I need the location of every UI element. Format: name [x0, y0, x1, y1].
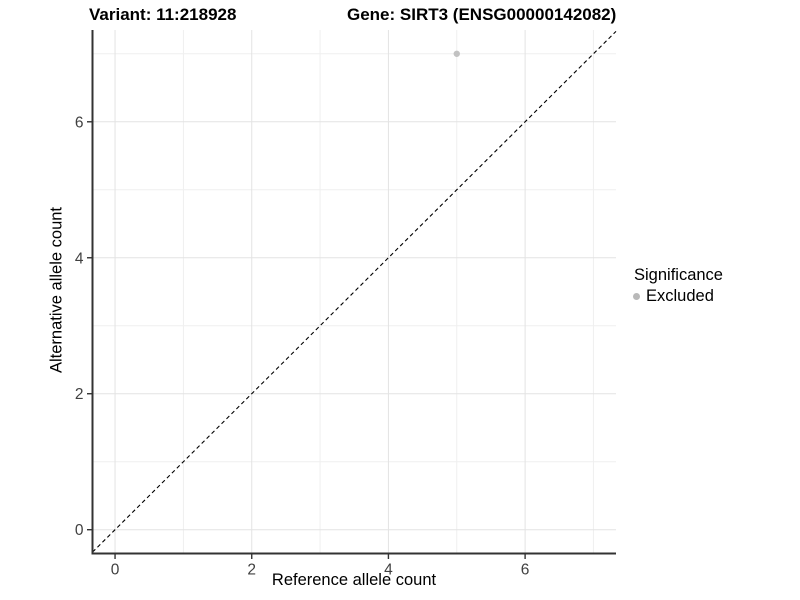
legend-point-icon [633, 293, 640, 300]
x-tick-label: 0 [111, 562, 120, 579]
y-tick-label: 0 [75, 522, 84, 539]
legend-title: Significance [634, 266, 723, 284]
legend-item-label: Excluded [646, 287, 714, 305]
y-tick-label: 2 [75, 386, 84, 403]
variant-title: Variant: 11:218928 [89, 5, 237, 24]
x-tick-label: 4 [384, 562, 393, 579]
gene-title: Gene: SIRT3 (ENSG00000142082) [347, 5, 617, 24]
x-tick-label: 2 [247, 562, 256, 579]
identity-line [92, 30, 617, 553]
x-axis-title: Reference allele count [271, 571, 437, 589]
y-tick-label: 4 [75, 250, 84, 267]
y-axis-title: Alternative allele count [47, 206, 66, 374]
legend-item-excluded: Excluded [630, 287, 723, 306]
data-point [453, 50, 460, 57]
x-tick-label: 6 [521, 562, 530, 579]
y-tick-label: 6 [75, 114, 84, 131]
legend: Significance Excluded [630, 266, 723, 306]
